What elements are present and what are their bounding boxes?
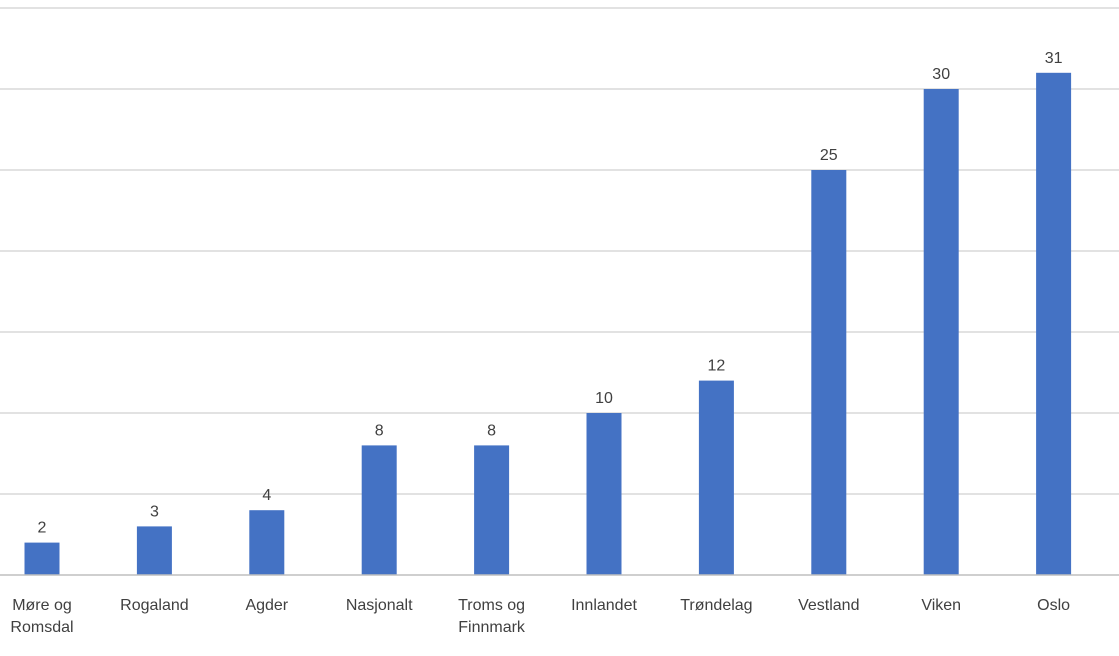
data-label-1: 3 <box>150 503 159 520</box>
bar-0 <box>24 542 60 575</box>
bar-7 <box>811 170 847 575</box>
gridlines <box>0 7 1119 495</box>
category-label-3: Nasjonalt <box>346 597 413 614</box>
category-label-8: Viken <box>921 597 961 614</box>
bars <box>24 72 1072 576</box>
category-label-6: Trøndelag <box>680 597 752 614</box>
bar-9 <box>1036 72 1072 576</box>
data-label-8: 30 <box>932 66 950 83</box>
data-label-9: 31 <box>1045 50 1063 67</box>
bar-3 <box>361 445 397 575</box>
category-label-1: Rogaland <box>120 597 189 614</box>
category-label-4: Troms og Finnmark <box>458 597 526 636</box>
category-label-0: Møre og Romsdal <box>10 597 73 636</box>
category-label-9: Oslo <box>1037 597 1070 614</box>
bar-6 <box>698 380 734 575</box>
bar-5 <box>586 413 622 575</box>
category-label-7: Vestland <box>798 597 859 614</box>
category-label-2: Agder <box>245 597 288 614</box>
data-label-6: 12 <box>708 358 726 375</box>
data-label-0: 2 <box>38 520 47 537</box>
data-label-4: 8 <box>487 422 496 439</box>
data-label-2: 4 <box>262 487 271 504</box>
data-labels: 2 3 4 8 8 10 12 25 30 31 <box>38 50 1063 537</box>
bar-1 <box>136 526 172 575</box>
bar-8 <box>923 89 959 575</box>
bar-2 <box>249 510 285 575</box>
data-label-7: 25 <box>820 147 838 164</box>
data-label-5: 10 <box>595 390 613 407</box>
data-label-3: 8 <box>375 422 384 439</box>
category-label-5: Innlandet <box>571 597 637 614</box>
category-labels: Møre og Romsdal Rogaland Agder Nasjonalt Trom… <box>10 597 1070 636</box>
bar-4 <box>474 445 510 575</box>
